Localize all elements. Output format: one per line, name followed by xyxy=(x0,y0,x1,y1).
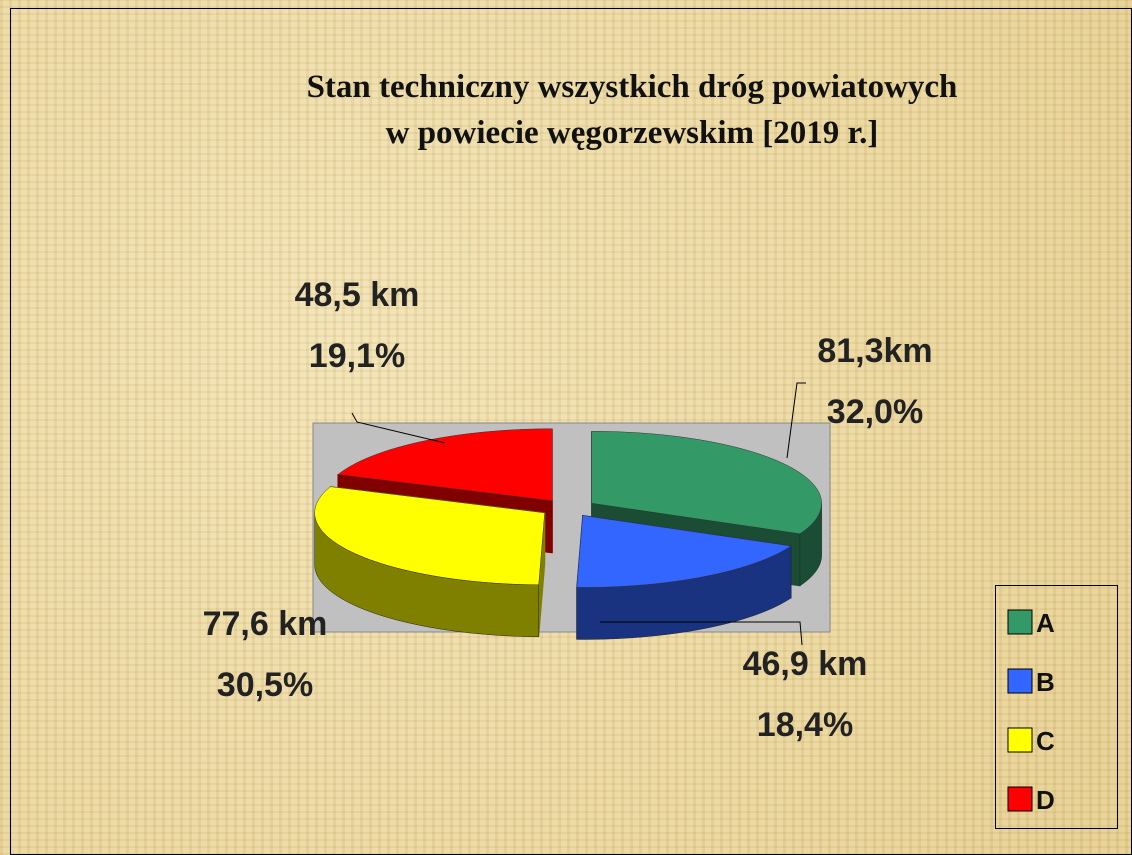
slice xyxy=(591,431,822,535)
legend-swatch xyxy=(1007,668,1033,694)
pie xyxy=(314,428,822,640)
value-label: 77,6 km xyxy=(203,605,328,643)
percent-label: 19,1% xyxy=(309,337,405,375)
value-label: 48,5 km xyxy=(295,276,420,314)
chart-subtitle: w powiecie węgorzewskim [2019 r.] xyxy=(386,115,879,151)
value-label: 81,3km xyxy=(817,332,932,370)
legend-label: A xyxy=(1036,608,1055,638)
slice xyxy=(314,486,545,586)
legend-label: D xyxy=(1036,785,1055,815)
leader-line xyxy=(600,621,803,646)
leader-line xyxy=(351,412,446,444)
percent-label: 32,0% xyxy=(827,393,923,431)
legend-swatch xyxy=(1007,786,1033,812)
legend xyxy=(995,585,1118,829)
percent-label: 18,4% xyxy=(757,706,853,744)
legend-label: B xyxy=(1036,667,1055,697)
legend-label: C xyxy=(1036,726,1055,756)
slice xyxy=(576,515,792,588)
value-label: 46,9 km xyxy=(743,645,868,683)
labels: 81,3km 32,0% 46,9 km 18,4% 77,6 km 30,5% 48,5 … xyxy=(203,276,933,744)
legend-swatch xyxy=(1007,727,1033,753)
percent-label: 30,5% xyxy=(217,666,313,704)
chart-title: Stan techniczny wszystkich dróg powiatow… xyxy=(307,69,958,105)
legend-swatch xyxy=(1007,609,1033,635)
leader-line xyxy=(786,382,806,459)
slice xyxy=(337,428,553,502)
